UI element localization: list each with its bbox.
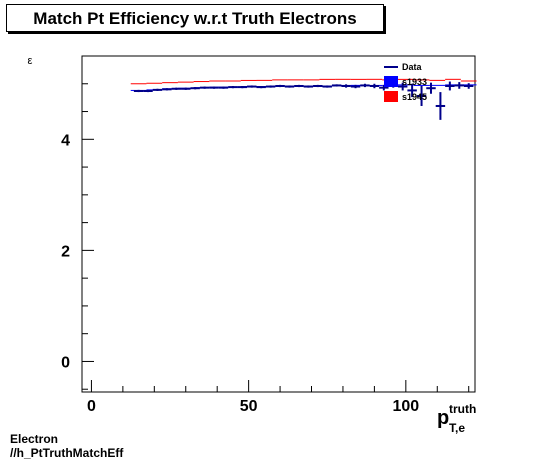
chart-title: Match Pt Efficiency w.r.t Truth Electron…: [33, 9, 357, 28]
y-tick-label: 0: [61, 354, 70, 371]
legend-swatch: [384, 76, 398, 87]
legend-label: s1945: [402, 92, 427, 102]
footer-line-1: Electron: [10, 432, 59, 446]
series-layer: [130, 78, 477, 120]
x-axis-label-main: p: [437, 407, 449, 429]
plot-frame: [81, 55, 476, 393]
x-axis-label-sup: truth: [449, 402, 476, 416]
x-tick-label: 0: [87, 398, 96, 415]
series-data: [133, 80, 474, 120]
x-tick-label: 50: [240, 398, 258, 415]
axes: 0 50 100 0 2 4: [61, 83, 470, 415]
footer-line-2: //h_PtTruthMatchEff: [10, 446, 124, 460]
chart-title-box: Match Pt Efficiency w.r.t Truth Electron…: [6, 4, 384, 32]
x-tick-label: 100: [392, 398, 419, 415]
y-axis-label: ε: [28, 55, 33, 67]
legend: Data s1933 s1945: [384, 62, 427, 102]
legend-swatch: [384, 91, 398, 102]
legend-label: s1933: [402, 77, 427, 87]
legend-label: Data: [402, 62, 423, 72]
y-tick-label: 4: [61, 132, 70, 149]
x-axis-label-sub: T,e: [449, 421, 465, 435]
series-s1945: [130, 78, 477, 85]
y-tick-label: 2: [61, 243, 70, 260]
